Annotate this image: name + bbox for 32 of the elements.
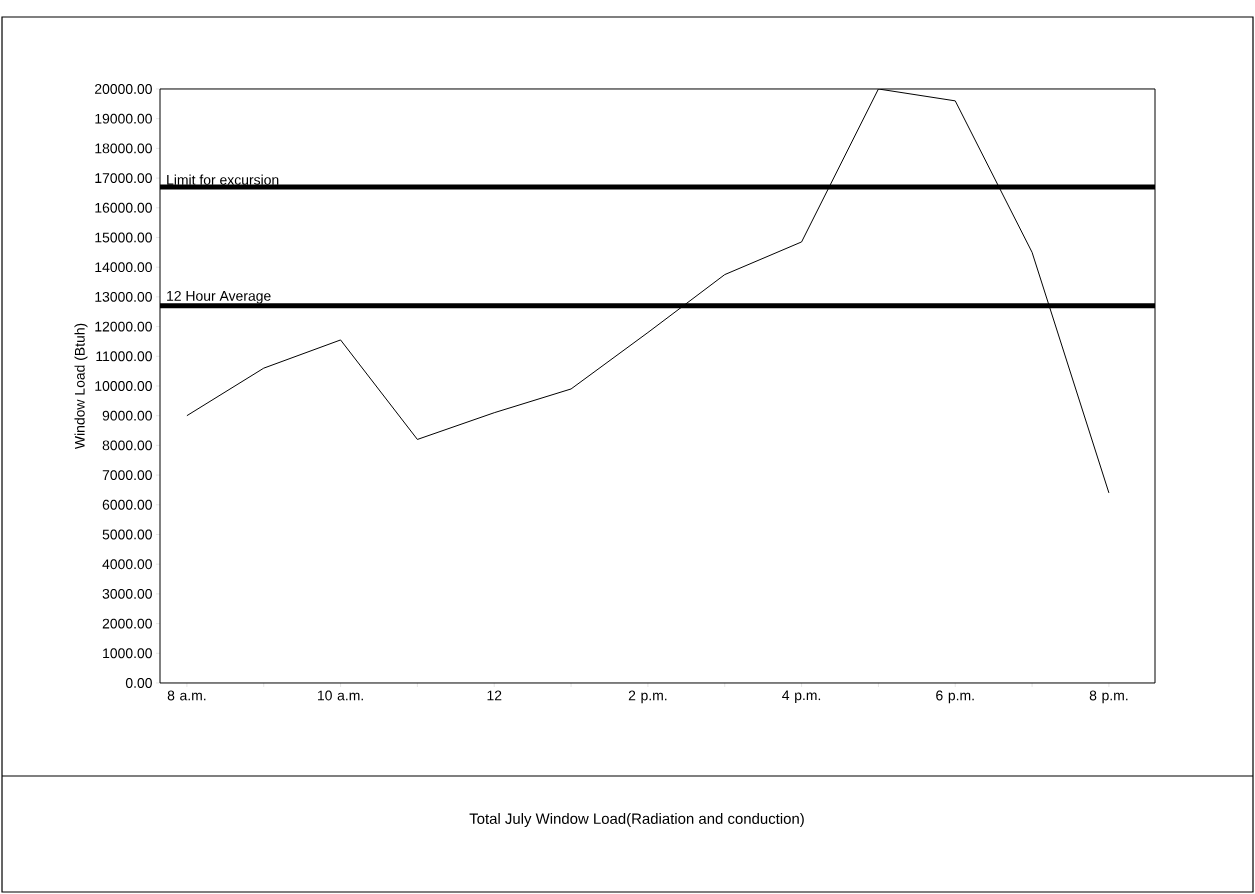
- x-tick-label: 4 p.m.: [782, 690, 821, 703]
- y-tick-label: 4000.00: [102, 559, 152, 570]
- x-tick-label: 12: [487, 690, 502, 701]
- ref-line-label: Limit for excursion: [167, 174, 279, 185]
- y-tick-label: 8000.00: [102, 440, 152, 451]
- y-tick-label: 5000.00: [102, 529, 152, 540]
- y-tick-label: 2000.00: [102, 618, 152, 629]
- x-tick-label: 8 a.m.: [167, 690, 206, 701]
- y-tick-label: 0.00: [125, 678, 152, 688]
- x-tick-label: 10 a.m.: [317, 690, 363, 701]
- y-axis-title: Window Load (Btuh): [74, 323, 88, 450]
- x-tick-label: 8 p.m.: [1089, 690, 1128, 704]
- y-tick-label: 12000.00: [95, 321, 152, 332]
- y-tick-label: 15000.00: [95, 232, 152, 243]
- y-tick-label: 13000.00: [95, 291, 152, 302]
- y-tick-label: 14000.00: [95, 262, 152, 273]
- y-tick-label: 19000.00: [95, 113, 152, 124]
- y-tick-label: 9000.00: [102, 410, 152, 421]
- text: Total July Window Load(Radiation and conduction): [469, 813, 804, 827]
- y-tick-label: 1000.00: [103, 648, 152, 659]
- y-tick-label: 10000.00: [95, 381, 152, 391]
- y-tick-label: 3000.00: [102, 588, 152, 599]
- y-tick-label: 16000.00: [95, 202, 152, 213]
- ref-line-label: 12 Hour Average: [167, 290, 271, 304]
- x-tick-label: 2 p.m.: [628, 690, 667, 704]
- y-tick-label: 20000.00: [95, 84, 152, 94]
- y-tick-label: 18000.00: [95, 143, 152, 154]
- y-tick-label: 6000.00: [102, 499, 152, 510]
- y-tick-label: 11000.00: [96, 351, 152, 362]
- y-tick-label: 7000.00: [102, 470, 152, 481]
- y-tick-label: 17000.00: [95, 173, 152, 184]
- x-tick-label: 6 p.m.: [936, 690, 974, 704]
